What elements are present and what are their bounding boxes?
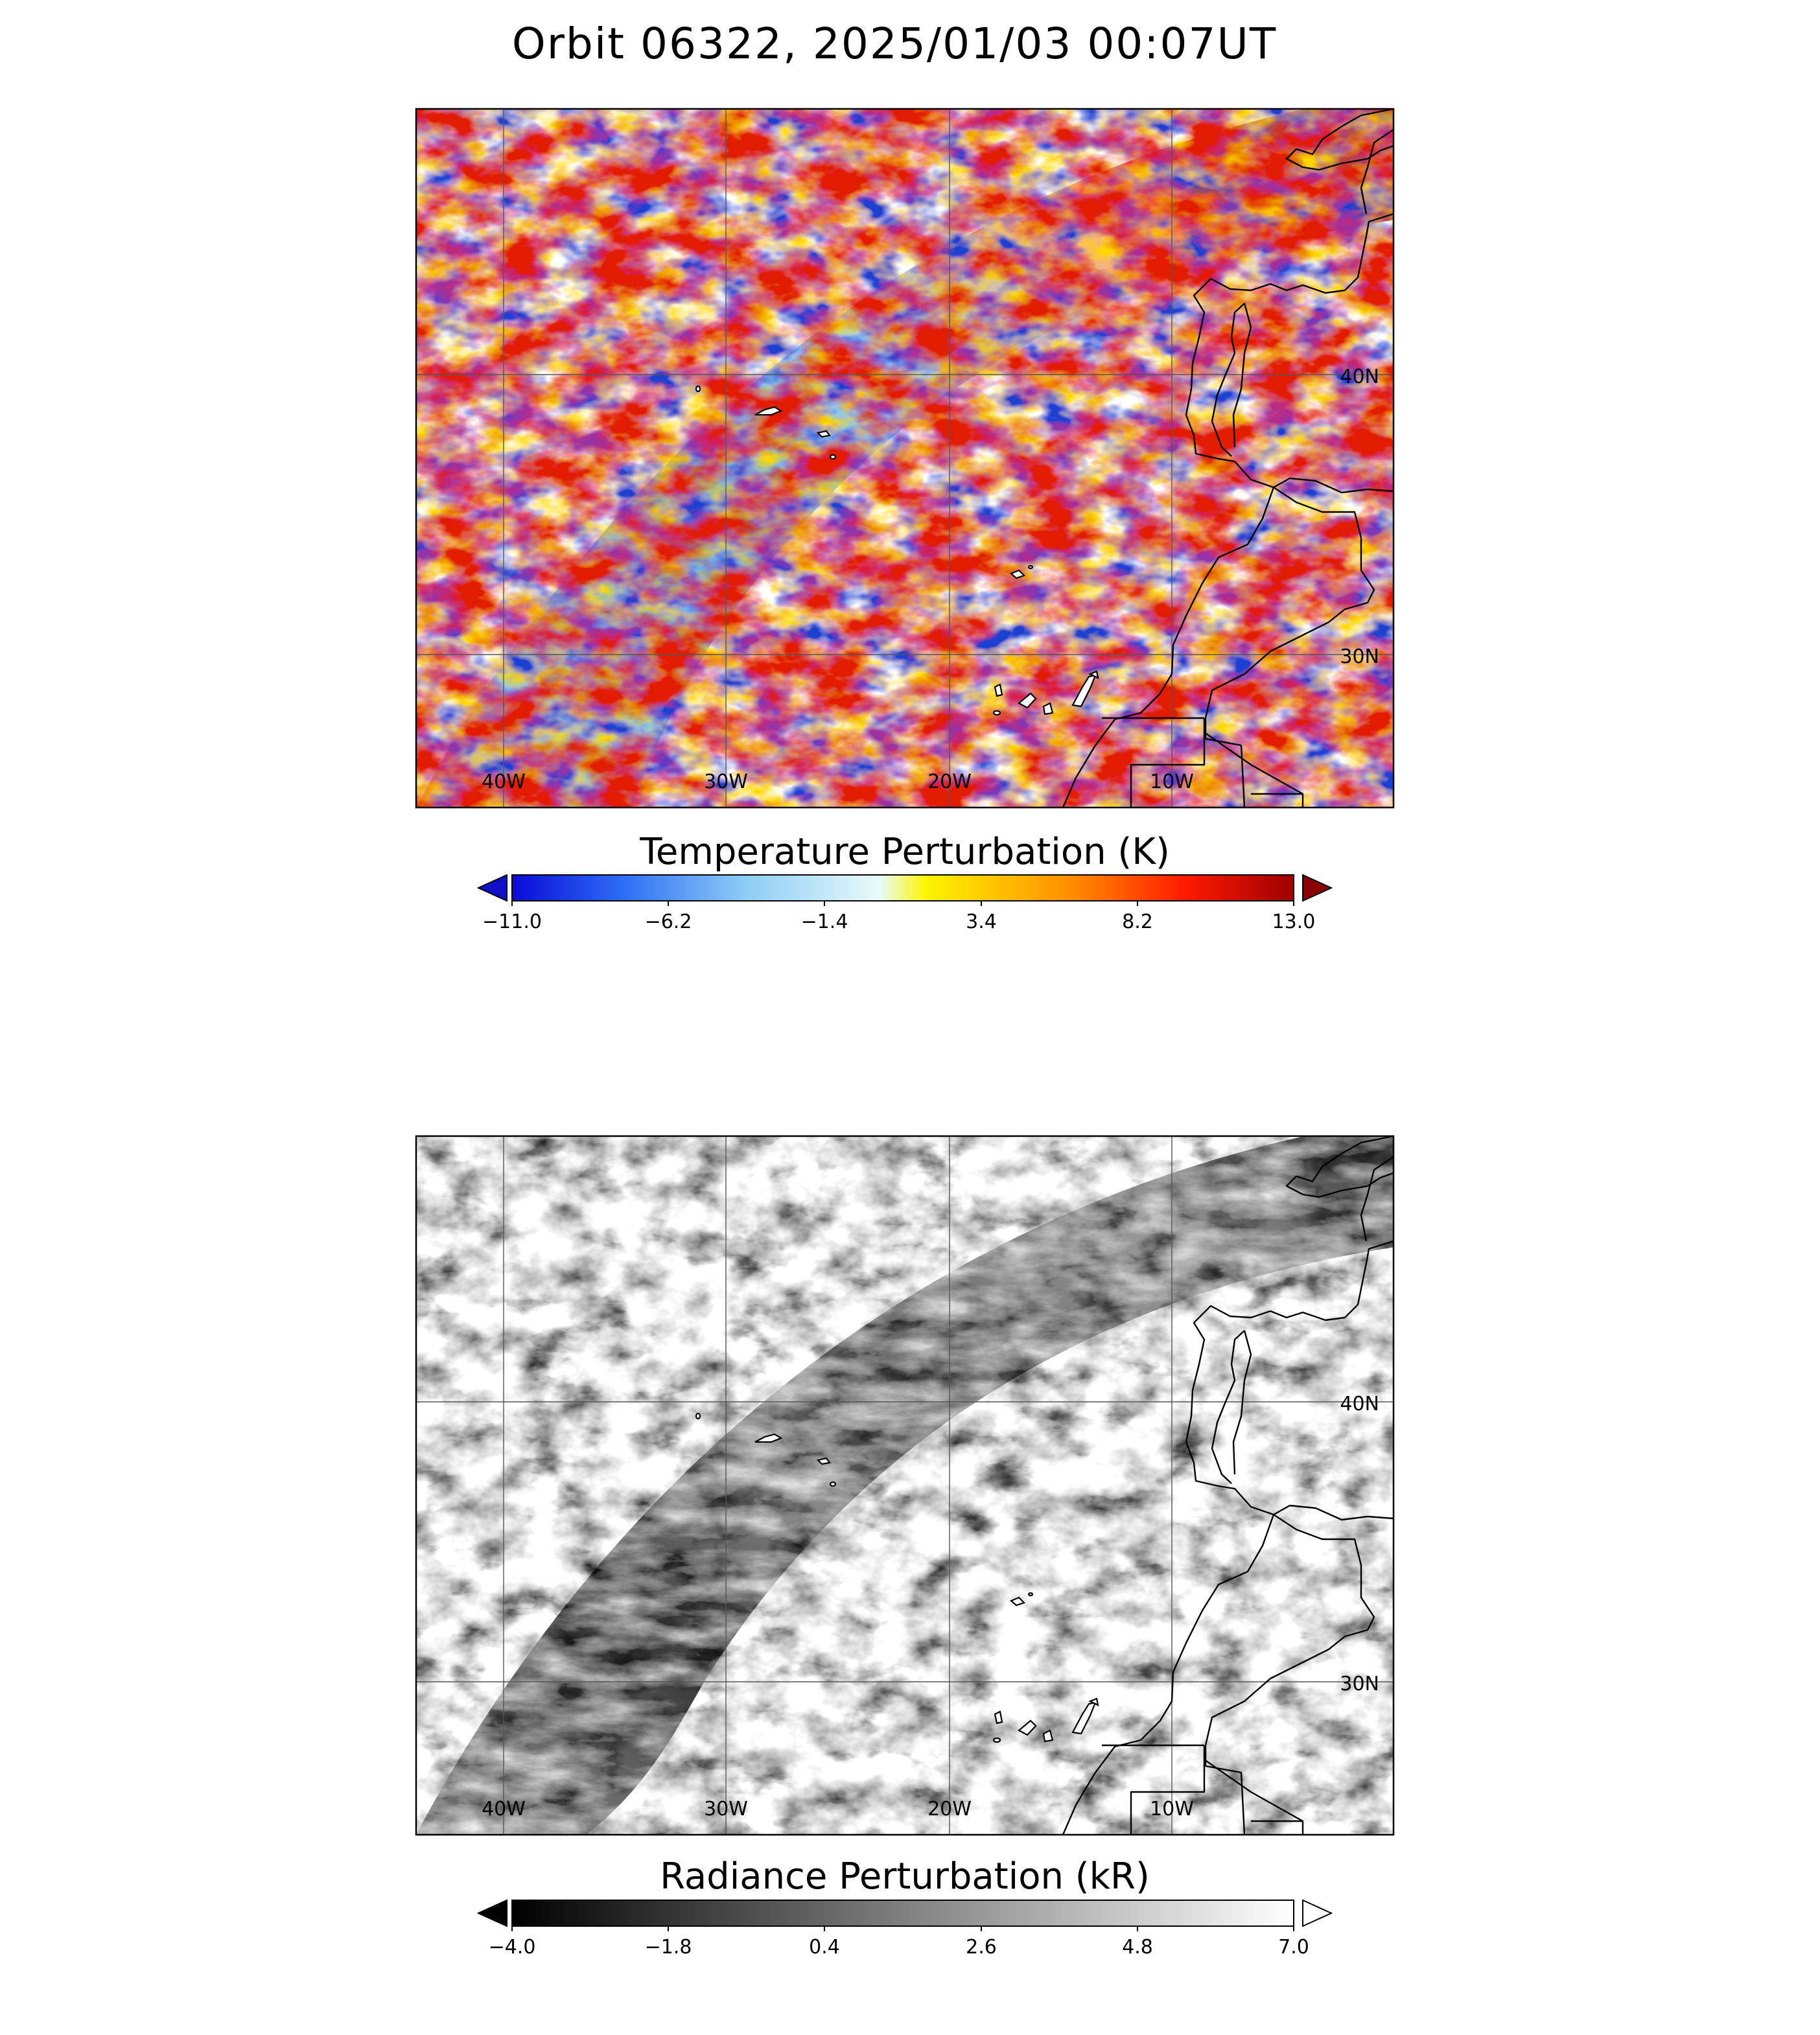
lon-label-20w: 20W: [928, 1798, 972, 1820]
radiance-colorbar-title: Radiance Perturbation (kR): [660, 1855, 1150, 1898]
lon-label-30w: 30W: [704, 771, 748, 793]
map-frame: [415, 1135, 1395, 1836]
colorbar-tick: −11.0: [482, 911, 542, 933]
lat-label-30n: 30N: [1340, 1673, 1379, 1695]
colorbar-extend-high: [1302, 1899, 1333, 1927]
radiance-swath: [416, 1136, 1394, 1835]
colorbar-extend-low: [476, 1899, 508, 1927]
coastlines: [1062, 1136, 1394, 1835]
radiance-colorbar: −4.0 −1.8 0.4 2.6 4.8 7.0: [476, 1899, 1333, 1959]
lon-label-10w: 10W: [1150, 1798, 1194, 1820]
colorbar-tick: −1.4: [801, 911, 848, 933]
lon-label-30w: 30W: [704, 1798, 748, 1820]
colorbar-tick: 4.8: [1122, 1936, 1153, 1959]
colorbar-extend-low: [476, 874, 508, 902]
islands: [695, 385, 1099, 716]
temperature-map-panel: 40W 30W 20W 10W 40N 30N Temperature Pert…: [415, 108, 1395, 933]
temperature-colorbar-title: Temperature Perturbation (K): [639, 831, 1170, 873]
colorbar-tick: 3.4: [966, 911, 997, 933]
colorbar-tick: −4.0: [489, 1936, 536, 1959]
lon-label-20w: 20W: [928, 771, 972, 793]
lat-label-40n: 40N: [1340, 1393, 1379, 1415]
graticule: [416, 1136, 1394, 1835]
coastlines: [1062, 109, 1394, 808]
colorbar-tick: 8.2: [1122, 911, 1153, 933]
lat-label-40n: 40N: [1340, 366, 1379, 388]
lon-label-10w: 10W: [1150, 771, 1194, 793]
radiance-map-panel: 40W 30W 20W 10W 40N 30N Radiance Perturb…: [415, 1135, 1395, 1959]
colorbar-extend-high: [1302, 874, 1333, 902]
figure-title: Orbit 06322, 2025/01/03 00:07UT: [512, 19, 1277, 69]
lat-label-30n: 30N: [1340, 645, 1379, 668]
graticule: [416, 109, 1394, 808]
map-frame: [415, 108, 1395, 809]
islands: [695, 1412, 1099, 1743]
colorbar-tick: −6.2: [645, 911, 692, 933]
colorbar-tick: 2.6: [966, 1936, 997, 1959]
lon-label-40w: 40W: [482, 771, 526, 793]
colorbar-tick: −1.8: [645, 1936, 692, 1959]
lon-label-40w: 40W: [482, 1798, 526, 1820]
colorbar-tick: 7.0: [1278, 1936, 1309, 1959]
colorbar-tick: 0.4: [809, 1936, 840, 1959]
temperature-colorbar: −11.0 −6.2 −1.4 3.4 8.2 13.0: [476, 874, 1333, 933]
colorbar-tick: 13.0: [1272, 911, 1316, 933]
